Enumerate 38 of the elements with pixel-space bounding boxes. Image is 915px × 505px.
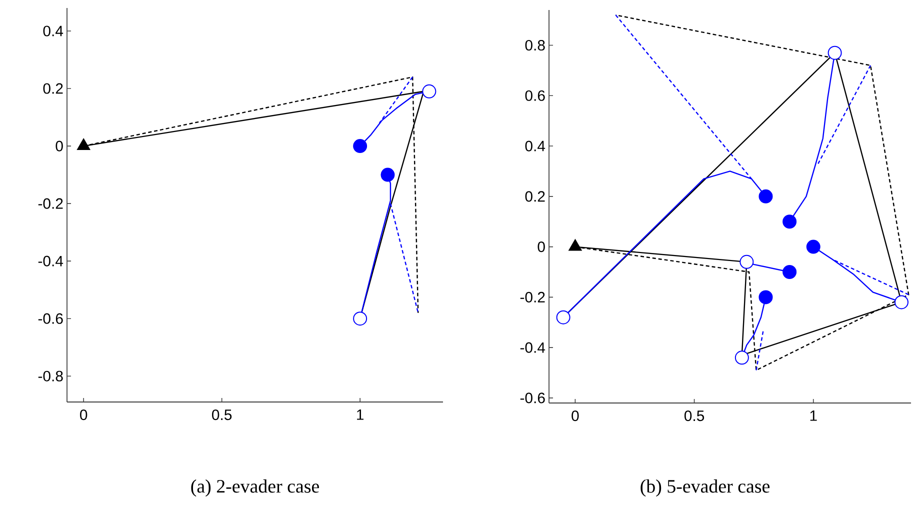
y-tick-label: -0.4 xyxy=(38,256,64,266)
y-tick-label: 0.4 xyxy=(525,140,546,152)
y-tick-label: 0.8 xyxy=(525,40,545,51)
point xyxy=(422,84,436,98)
y-tick-label: -0.4 xyxy=(520,342,546,353)
x-tick-label: 1 xyxy=(357,410,364,420)
y-tick-label: -0.2 xyxy=(520,292,545,302)
point xyxy=(828,46,842,60)
y-tick-label: -0.8 xyxy=(38,370,63,382)
y-tick-label: 0.2 xyxy=(43,83,63,94)
point xyxy=(734,350,749,365)
y-tick-label: -0.2 xyxy=(38,198,63,209)
point xyxy=(758,290,773,304)
point xyxy=(740,254,754,269)
point xyxy=(353,312,368,326)
y-tick-label: 0.2 xyxy=(525,191,545,202)
point xyxy=(894,295,908,310)
point xyxy=(782,264,797,279)
x-tick-label: 0 xyxy=(572,410,579,422)
point xyxy=(353,139,368,154)
y-tick-label: 0.6 xyxy=(525,90,545,101)
y-tick-label: 0.4 xyxy=(43,26,64,36)
x-tick-label: 1 xyxy=(810,410,817,421)
point xyxy=(782,214,797,229)
y-tick-label: 0 xyxy=(56,140,63,152)
point xyxy=(380,168,395,182)
x-tick-label: 0 xyxy=(80,410,88,420)
text: (a) 2-evader case xyxy=(191,479,319,497)
y-tick-label: -0.6 xyxy=(38,313,63,324)
point xyxy=(758,189,773,204)
text: (b) 5-evader case xyxy=(640,479,770,497)
x-tick-label: 0.5 xyxy=(212,410,232,420)
x-tick-label: 0.5 xyxy=(684,410,704,422)
point xyxy=(806,240,820,254)
y-tick-label: -0.6 xyxy=(520,392,545,404)
point xyxy=(556,310,570,324)
y-tick-label: 0 xyxy=(538,242,545,252)
point xyxy=(77,138,90,150)
